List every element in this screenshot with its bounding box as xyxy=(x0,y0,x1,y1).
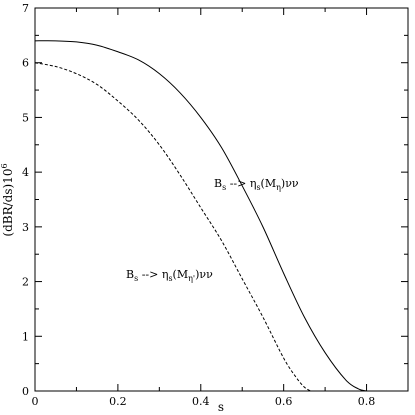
annot1-part2: --> η xyxy=(138,268,168,281)
y-axis-label-text: (dBR/ds)10 xyxy=(1,169,15,237)
plot-frame xyxy=(34,7,409,392)
y-tick-label: 2 xyxy=(22,276,29,289)
annot1-part1: s xyxy=(134,274,138,283)
x-tick-label: 0.6 xyxy=(275,395,293,408)
annot0-part6: )νν xyxy=(281,177,299,190)
y-tick-label: 7 xyxy=(22,2,29,15)
series-line-eta xyxy=(34,40,367,392)
y-tick-label: 6 xyxy=(22,57,29,70)
annot1-part0: B xyxy=(126,268,134,281)
annot1-part3: s xyxy=(168,274,172,283)
x-tick-label: 0 xyxy=(32,395,39,408)
annotation-bs-eta-m-eta-prime: Bs --> ηs(Mη')νν xyxy=(126,268,213,283)
x-tick-label: 0.4 xyxy=(192,395,210,408)
annot1-part4: (M xyxy=(173,268,189,281)
annotation-bs-eta-m-eta: Bs --> ηs(Mη)νν xyxy=(214,177,299,192)
y-tick-label: 3 xyxy=(22,221,29,234)
tick-labels: 0 0.2 0.4 0.6 0.8 0 1 2 3 4 5 6 7 xyxy=(22,2,375,408)
annot1-part5: η' xyxy=(188,274,195,283)
y-tick-label: 1 xyxy=(22,330,29,343)
y-tick-label: 4 xyxy=(22,166,29,179)
annot0-part4: (M xyxy=(261,177,277,190)
data-series xyxy=(34,40,367,392)
annot1-part6: )νν xyxy=(195,268,213,281)
annot0-part0: B xyxy=(214,177,222,190)
y-axis-label-exponent: 6 xyxy=(0,163,9,168)
y-tick-label: 5 xyxy=(22,111,29,124)
x-axis-label: s xyxy=(218,400,224,414)
x-tick-label: 0.8 xyxy=(358,395,376,408)
series-line-eta-prime xyxy=(34,62,311,392)
annot0-part3: s xyxy=(256,183,260,192)
y-axis-label: (dBR/ds)106 xyxy=(0,163,15,236)
annot0-part2: --> η xyxy=(226,177,256,190)
tick-marks xyxy=(34,7,409,392)
annot0-part1: s xyxy=(222,183,226,192)
x-tick-label: 0.2 xyxy=(109,395,127,408)
annot0-part5: η xyxy=(276,183,281,192)
y-tick-label: 0 xyxy=(22,385,29,398)
